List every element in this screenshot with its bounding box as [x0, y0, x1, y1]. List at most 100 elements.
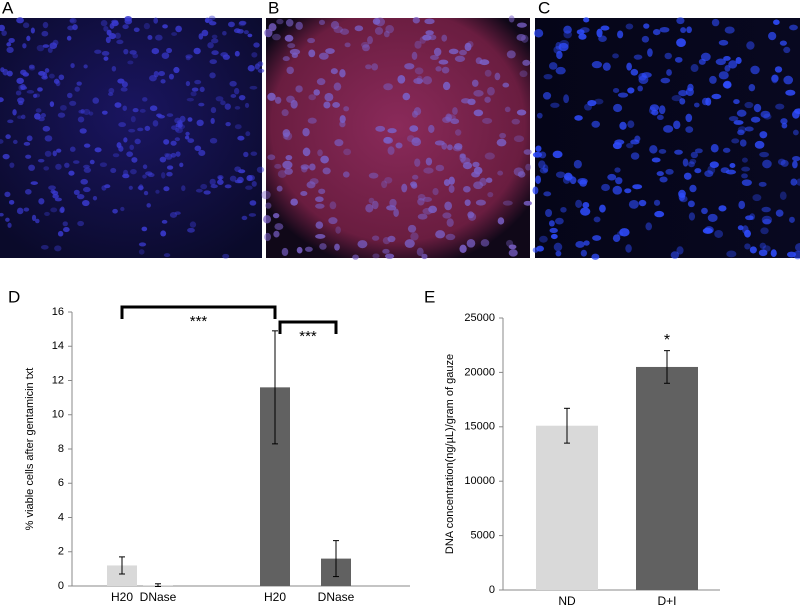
- nucleus: [50, 189, 56, 194]
- nucleus: [284, 167, 293, 175]
- nucleus: [282, 56, 290, 62]
- nucleus: [613, 103, 623, 113]
- nucleus: [26, 90, 35, 94]
- nucleus: [34, 113, 41, 120]
- nucleus: [374, 26, 384, 35]
- nucleus: [286, 95, 295, 103]
- nucleus: [144, 125, 151, 131]
- nucleus: [752, 194, 762, 202]
- nucleus: [575, 241, 585, 248]
- nucleus: [558, 42, 569, 52]
- nucleus: [132, 107, 139, 113]
- nucleus: [563, 30, 572, 39]
- nucleus: [105, 36, 111, 44]
- nucleus: [69, 18, 75, 23]
- y-tick-label: 2: [58, 546, 64, 558]
- nucleus: [464, 42, 472, 52]
- nucleus: [175, 25, 182, 33]
- nucleus: [538, 151, 547, 159]
- nucleus: [671, 95, 682, 102]
- nucleus: [612, 234, 621, 243]
- nucleus: [300, 190, 308, 196]
- nucleus: [728, 60, 738, 69]
- nucleus: [120, 87, 128, 92]
- nucleus: [6, 42, 12, 47]
- nucleus: [487, 192, 494, 198]
- nucleus: [128, 185, 133, 190]
- bar: [636, 366, 698, 590]
- nucleus: [103, 56, 109, 61]
- nucleus: [54, 245, 62, 252]
- x-tick-label: ND: [558, 594, 576, 608]
- nucleus: [496, 138, 507, 147]
- nucleus: [69, 146, 76, 152]
- nucleus: [99, 162, 108, 168]
- nucleus: [276, 18, 284, 25]
- nucleus: [508, 15, 515, 23]
- nucleus: [277, 170, 287, 178]
- nucleus: [739, 139, 747, 147]
- nucleus: [758, 181, 767, 187]
- nucleus: [187, 227, 195, 233]
- nucleus: [66, 35, 72, 41]
- nucleus: [174, 137, 181, 142]
- nucleus: [651, 109, 659, 116]
- nucleus: [549, 227, 558, 234]
- nucleus: [146, 203, 151, 208]
- nucleus: [257, 61, 264, 67]
- nucleus: [130, 168, 137, 175]
- nucleus: [155, 34, 163, 41]
- nucleus: [241, 215, 248, 221]
- nucleus: [516, 22, 527, 28]
- nucleus: [263, 215, 272, 224]
- nucleus: [13, 139, 18, 144]
- significance: ***: [190, 313, 208, 330]
- nucleus: [789, 24, 798, 31]
- nucleus: [48, 185, 56, 191]
- nucleus: [548, 220, 555, 227]
- nucleus: [365, 203, 374, 213]
- nucleus: [410, 181, 417, 187]
- nucleus: [445, 113, 452, 122]
- nucleus: [308, 94, 316, 101]
- nucleus: [285, 19, 294, 27]
- nucleus: [701, 207, 708, 215]
- nucleus: [83, 164, 90, 169]
- nucleus: [37, 87, 43, 92]
- nucleus: [42, 21, 49, 29]
- nucleus: [57, 230, 64, 237]
- nucleus: [0, 97, 4, 103]
- nucleus: [416, 247, 424, 257]
- nucleus: [411, 137, 422, 147]
- nucleus: [461, 98, 471, 104]
- nucleus: [103, 25, 109, 32]
- nucleus: [194, 79, 202, 85]
- nucleus: [7, 222, 12, 228]
- nucleus: [450, 118, 460, 125]
- nucleus: [555, 217, 564, 225]
- nucleus: [237, 176, 244, 184]
- nucleus: [574, 115, 583, 121]
- nucleus: [63, 227, 70, 233]
- nucleus: [442, 212, 452, 219]
- nucleus: [122, 24, 129, 30]
- nucleus: [472, 161, 480, 168]
- nucleus: [484, 96, 491, 103]
- nucleus: [693, 102, 700, 108]
- nucleus: [173, 66, 180, 74]
- nucleus: [191, 87, 199, 92]
- nucleus: [741, 173, 748, 179]
- nucleus: [674, 149, 683, 155]
- nucleus: [44, 150, 52, 157]
- nucleus: [497, 170, 504, 176]
- nucleus: [553, 242, 563, 252]
- bracket: [120, 305, 277, 319]
- nucleus: [596, 28, 603, 38]
- nucleus: [548, 62, 558, 70]
- nucleus: [435, 230, 446, 239]
- nucleus: [171, 125, 178, 130]
- nucleus: [532, 186, 539, 195]
- nucleus: [50, 207, 58, 213]
- nucleus: [168, 73, 175, 80]
- nucleus: [169, 212, 178, 218]
